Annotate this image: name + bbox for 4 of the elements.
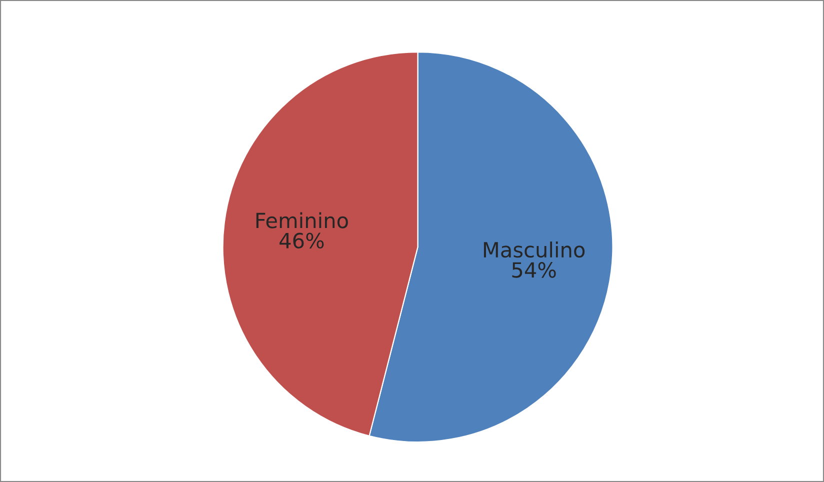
slice-label: Feminino (256, 212, 348, 228)
data-label: 46% (280, 232, 324, 248)
slice-label: Masculino (484, 242, 585, 258)
data-label: 54% (512, 262, 556, 278)
